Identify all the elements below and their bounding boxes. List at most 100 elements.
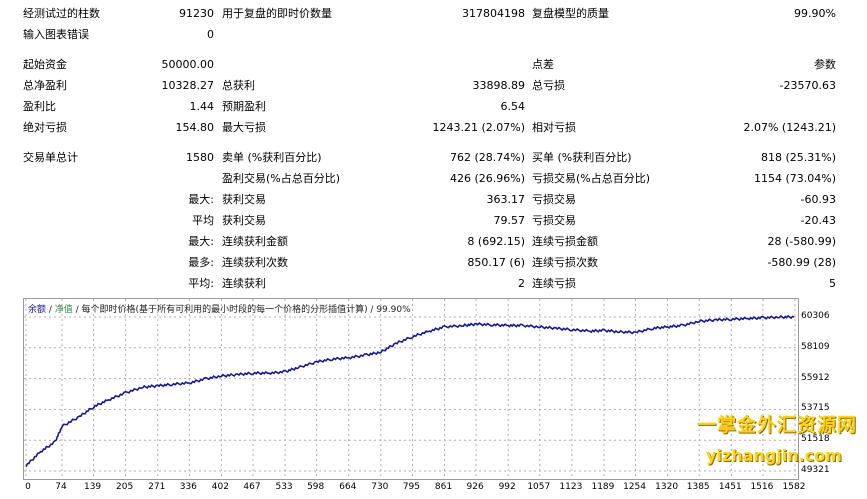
average-consecutive-wins-label: 连续获利 — [222, 277, 266, 290]
x-tick-label: 139 — [83, 482, 102, 492]
spread-value: 参数 — [814, 58, 836, 71]
x-tick-label: 664 — [339, 482, 357, 492]
x-tick-label: 1582 — [782, 482, 806, 492]
profit-factor-value: 1.44 — [189, 100, 215, 113]
mismatched-errors-value: 0 — [207, 28, 214, 41]
expected-payoff-label: 预期盈利 — [222, 100, 266, 113]
x-tick-label: 1385 — [686, 482, 710, 492]
y-tick-label: 60306 — [801, 311, 830, 321]
largest-prefix: 最大: — [188, 193, 214, 206]
total-trades-label: 交易单总计 — [23, 151, 78, 164]
long-positions-value: 818 (25.31%) — [760, 151, 836, 164]
average-profit-trade-value: 79.57 — [493, 214, 526, 227]
mismatched-errors-label: 输入图表错误 — [23, 28, 89, 41]
average-consecutive-prefix: 平均: — [188, 277, 214, 290]
x-tick-label: 861 — [434, 482, 453, 492]
y-tick-label: 51518 — [801, 434, 830, 445]
x-tick-label: 1254 — [623, 482, 646, 492]
initial-deposit-value: 50000.00 — [161, 58, 215, 71]
x-tick-label: 795 — [402, 482, 421, 492]
watermark-title: 一掌金外汇资源网 — [697, 414, 858, 436]
relative-drawdown-label: 相对亏损 — [532, 121, 576, 134]
x-tick-label: 1516 — [750, 482, 774, 492]
x-tick-label: 1057 — [527, 482, 551, 492]
maximal-drawdown-label: 最大亏损 — [222, 121, 266, 134]
x-tick-label: 205 — [116, 482, 134, 492]
average-consecutive-wins-value: 2 — [518, 277, 525, 290]
initial-deposit-label: 起始资金 — [23, 58, 67, 71]
gross-profit-label: 总获利 — [222, 79, 255, 92]
gross-profit-value: 33898.89 — [472, 79, 526, 92]
largest-profit-trade-value: 363.17 — [486, 193, 526, 206]
total-trades-value: 1580 — [186, 151, 214, 164]
legend-balance: 余额 — [28, 305, 47, 315]
maximal-drawdown-value: 1243.21 (2.07%) — [432, 121, 525, 134]
balance-series-line — [25, 314, 795, 468]
expected-payoff-value: 6.54 — [500, 100, 526, 113]
x-tick-label: 0 — [25, 482, 31, 492]
legend-separator: / — [46, 305, 55, 315]
average-consecutive-losses-label: 连续亏损 — [532, 277, 576, 290]
net-profit-value: 10328.27 — [161, 79, 215, 92]
balance-chart: 余额 / 净值 / 每个即时价格(基于所有可利用的最小时段的每一个价格的分形插值… — [23, 298, 799, 480]
long-positions-label: 买单 (%获利百分比) — [532, 151, 632, 164]
ticks-modelled-label: 用于复盘的即时价数量 — [222, 7, 332, 20]
x-tick-label: 533 — [275, 482, 293, 492]
legend-description: / 每个即时价格(基于所有可利用的最小时段的每一个价格的分形插值计算) / 99… — [72, 305, 411, 315]
x-tick-label: 1451 — [718, 482, 742, 492]
maximal-consecutive-loss-value: -580.99 (28) — [767, 256, 836, 269]
short-positions-label: 卖单 (%获利百分比) — [222, 151, 322, 164]
chart-legend: 余额 / 净值 / 每个即时价格(基于所有可利用的最小时段的每一个价格的分形插值… — [28, 302, 411, 315]
maximal-consecutive-loss-label: 连续亏损次数 — [532, 256, 598, 269]
largest-loss-trade-value: -60.93 — [800, 193, 836, 206]
x-tick-label: 402 — [211, 482, 229, 492]
net-profit-label: 总净盈利 — [23, 79, 67, 92]
absolute-drawdown-value: 154.80 — [175, 121, 215, 134]
max-consecutive-prefix: 最大: — [188, 235, 214, 248]
ticks-modelled-value: 317804198 — [462, 7, 525, 20]
max-consecutive-wins-value: 8 (692.15) — [467, 235, 525, 248]
x-tick-label: 598 — [307, 482, 325, 492]
x-tick-label: 271 — [148, 482, 166, 492]
x-tick-label: 926 — [466, 482, 484, 492]
bars-tested-label: 经测试过的柱数 — [23, 7, 100, 20]
loss-trades-label: 亏损交易(%占总百分比) — [532, 172, 651, 185]
x-tick-label: 992 — [498, 482, 516, 492]
maximal-consecutive-profit-value: 850.17 (6) — [467, 256, 525, 269]
x-tick-label: 74 — [55, 482, 67, 492]
x-tick-label: 1123 — [559, 482, 583, 492]
average-prefix: 平均 — [192, 214, 214, 227]
x-tick-label: 730 — [371, 482, 389, 492]
y-tick-label: 49321 — [801, 465, 830, 475]
balance-chart-svg — [24, 299, 798, 479]
y-tick-label: 55912 — [801, 372, 830, 383]
profit-factor-label: 盈利比 — [23, 100, 56, 113]
short-positions-value: 762 (28.74%) — [449, 151, 525, 164]
watermark-url: yizhangjin.com — [706, 446, 842, 465]
max-consecutive-losses-label: 连续亏损金额 — [532, 235, 598, 248]
x-tick-label: 1189 — [591, 482, 615, 492]
largest-loss-trade-label: 亏损交易 — [532, 193, 576, 206]
average-consecutive-losses-value: 5 — [829, 277, 836, 290]
spread-label: 点差 — [532, 58, 554, 71]
gross-loss-label: 总亏损 — [532, 79, 565, 92]
average-profit-trade-label: 获利交易 — [222, 214, 266, 227]
legend-equity: 净值 — [54, 305, 73, 315]
x-tick-label: 336 — [179, 482, 197, 492]
y-tick-label: 58109 — [801, 341, 830, 352]
x-tick-label: 467 — [243, 482, 261, 492]
bars-tested-value: 91230 — [179, 7, 214, 20]
profit-trades-value: 426 (26.96%) — [449, 172, 525, 185]
largest-profit-trade-label: 获利交易 — [222, 193, 266, 206]
max-consecutive-losses-value: 28 (-580.99) — [767, 235, 836, 248]
maximal-consecutive-prefix: 最多: — [188, 256, 214, 269]
modelling-quality-label: 复盘模型的质量 — [532, 7, 609, 20]
gross-loss-value: -23570.63 — [779, 79, 836, 92]
x-tick-label: 1320 — [655, 482, 679, 492]
y-tick-label: 53715 — [801, 403, 830, 414]
maximal-consecutive-profit-label: 连续获利次数 — [222, 256, 288, 269]
average-loss-trade-label: 亏损交易 — [532, 214, 576, 227]
max-consecutive-wins-label: 连续获利金额 — [222, 235, 288, 248]
absolute-drawdown-label: 绝对亏损 — [23, 121, 67, 134]
relative-drawdown-value: 2.07% (1243.21) — [743, 121, 836, 134]
